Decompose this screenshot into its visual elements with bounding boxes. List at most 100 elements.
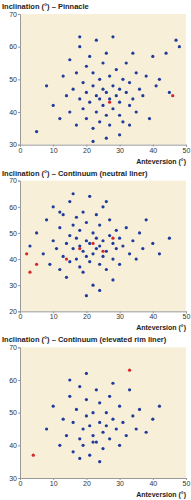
point bbox=[91, 252, 94, 255]
x-tick: 40 bbox=[149, 145, 157, 154]
y-tick: 20 bbox=[9, 308, 20, 315]
point bbox=[111, 257, 114, 260]
point bbox=[98, 421, 101, 424]
point bbox=[118, 263, 121, 266]
point bbox=[118, 405, 121, 408]
point bbox=[65, 434, 68, 437]
tick-label: 30 bbox=[116, 480, 124, 487]
point bbox=[78, 229, 81, 232]
y-axis: 3040506070 bbox=[9, 344, 20, 482]
y-tick: 60 bbox=[9, 204, 20, 211]
x-axis: 01020304050 bbox=[19, 145, 191, 154]
point bbox=[151, 418, 154, 421]
point bbox=[72, 421, 75, 424]
point bbox=[108, 123, 111, 126]
point bbox=[68, 58, 71, 61]
tick-label: 0 bbox=[19, 313, 23, 320]
tick-label: 30 bbox=[9, 141, 17, 148]
tick-label: 60 bbox=[9, 204, 17, 211]
point bbox=[98, 263, 101, 266]
tick-label: 50 bbox=[183, 147, 191, 154]
point bbox=[91, 242, 94, 245]
tick-label: 50 bbox=[9, 76, 17, 83]
point bbox=[72, 88, 75, 91]
tick-label: 0 bbox=[19, 147, 23, 154]
tick-label: 50 bbox=[9, 230, 17, 237]
tick-label: 50 bbox=[183, 313, 191, 320]
point bbox=[95, 39, 98, 42]
point bbox=[101, 104, 104, 107]
tick-label: 20 bbox=[9, 308, 17, 315]
point bbox=[75, 237, 78, 240]
tick-mark bbox=[18, 413, 20, 414]
point bbox=[52, 405, 55, 408]
point bbox=[78, 35, 81, 38]
axis-line bbox=[18, 181, 21, 312]
point bbox=[65, 94, 68, 97]
point bbox=[125, 434, 128, 437]
points bbox=[25, 192, 171, 297]
plot-background bbox=[20, 347, 186, 478]
point bbox=[58, 444, 61, 447]
point bbox=[108, 437, 111, 440]
point bbox=[62, 418, 65, 421]
point bbox=[125, 226, 128, 229]
point bbox=[101, 431, 104, 434]
point bbox=[115, 247, 118, 250]
point bbox=[78, 45, 81, 48]
point bbox=[118, 88, 121, 91]
point bbox=[115, 427, 118, 430]
point bbox=[81, 107, 84, 110]
point bbox=[118, 237, 121, 240]
tick-label: 10 bbox=[50, 480, 58, 487]
point bbox=[105, 424, 108, 427]
point bbox=[95, 213, 98, 216]
point bbox=[98, 97, 101, 100]
point bbox=[95, 94, 98, 97]
point bbox=[135, 110, 138, 113]
point bbox=[111, 278, 114, 281]
point bbox=[81, 81, 84, 84]
point bbox=[101, 250, 104, 253]
point bbox=[55, 247, 58, 250]
point bbox=[85, 117, 88, 120]
point bbox=[35, 231, 38, 234]
y-tick: 40 bbox=[9, 109, 20, 116]
point bbox=[128, 369, 131, 372]
point bbox=[128, 388, 131, 391]
axis-line bbox=[18, 348, 21, 479]
point bbox=[75, 123, 78, 126]
point bbox=[65, 257, 68, 260]
point bbox=[81, 427, 84, 430]
y-tick: 50 bbox=[9, 76, 20, 83]
point bbox=[88, 454, 91, 457]
point bbox=[98, 460, 101, 463]
point bbox=[174, 39, 177, 42]
tick-label: 30 bbox=[9, 475, 17, 482]
point bbox=[108, 218, 111, 221]
x-tick: 50 bbox=[183, 145, 191, 154]
point bbox=[52, 205, 55, 208]
point bbox=[35, 130, 38, 133]
x-tick: 40 bbox=[149, 478, 157, 487]
tick-label: 30 bbox=[116, 147, 124, 154]
point bbox=[85, 221, 88, 224]
point bbox=[108, 97, 111, 100]
point bbox=[168, 91, 171, 94]
point bbox=[128, 123, 131, 126]
point bbox=[101, 447, 104, 450]
tick-label: 70 bbox=[9, 177, 17, 184]
x-axis: 01020304050 bbox=[19, 478, 191, 487]
point bbox=[68, 110, 71, 113]
point bbox=[85, 239, 88, 242]
tick-mark bbox=[18, 311, 20, 312]
point bbox=[108, 234, 111, 237]
point bbox=[72, 223, 75, 226]
point bbox=[108, 74, 111, 77]
point bbox=[32, 454, 35, 457]
x-tick: 30 bbox=[116, 311, 124, 320]
y-axis: 3040506070 bbox=[9, 11, 20, 149]
point bbox=[158, 78, 161, 81]
axis-line bbox=[21, 145, 187, 147]
point bbox=[135, 71, 138, 74]
